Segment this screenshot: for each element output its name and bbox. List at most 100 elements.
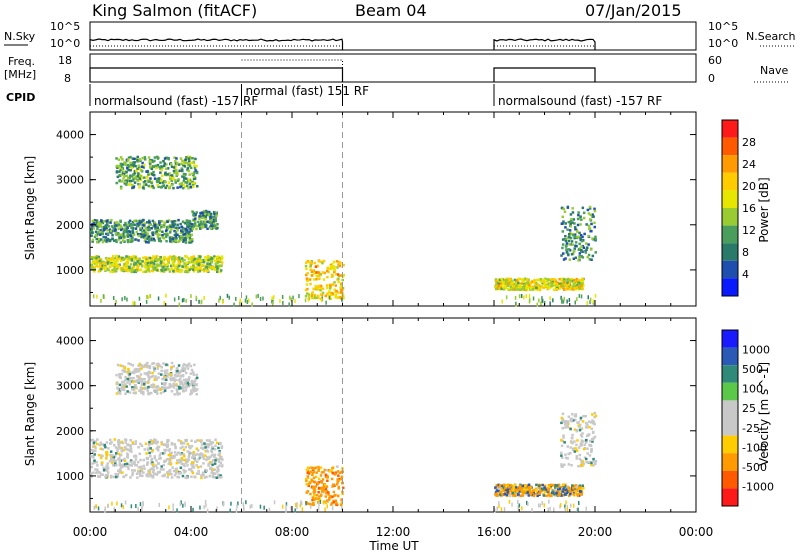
range-gate-cell [560,222,564,225]
range-gate-cell [165,225,169,229]
range-gate-cell [110,219,113,222]
range-gate-cell [182,503,184,508]
range-gate-cell [173,156,176,159]
range-gate-cell [217,453,220,456]
range-gate-cell [148,364,152,368]
range-gate-cell [575,485,579,489]
range-gate-cell [296,505,298,510]
range-gate-cell [185,255,188,259]
range-gate-cell [195,171,199,175]
range-gate-cell [174,255,177,259]
range-gate-cell [330,291,333,295]
range-gate-cell [113,227,117,231]
range-gate-cell [172,239,176,242]
range-gate-cell [124,163,127,167]
range-gate-cell [560,284,563,288]
range-gate-cell [109,438,112,442]
range-gate-cell [321,490,324,493]
range-gate-cell [160,440,163,444]
range-gate-cell [218,260,222,264]
range-gate-cell [149,439,152,442]
range-gate-cell [185,219,189,222]
range-gate-cell [166,167,170,170]
range-gate-cell [532,285,535,288]
range-gate-cell [172,255,176,258]
range-gate-cell [547,484,551,487]
range-gate-cell [318,500,320,505]
range-gate-cell [152,383,155,386]
range-gate-cell [155,466,159,470]
range-gate-cell [143,382,146,386]
range-gate-cell [93,270,96,273]
range-gate-cell [565,500,567,505]
range-gate-cell [568,279,571,282]
range-gate-cell [158,364,162,367]
range-gate-cell [156,365,160,368]
nsearch-tick-bottom: 10^0 [708,37,738,50]
range-gate-cell [562,286,565,290]
colorbar-tick-label: 4 [742,268,749,281]
range-gate-cell [145,228,148,231]
range-gate-cell [541,298,544,303]
range-gate-cell [164,235,168,239]
range-gate-cell [133,370,136,373]
range-gate-cell [567,452,570,456]
range-gate-cell [315,271,318,274]
range-gate-cell [135,263,139,267]
range-gate-cell [570,503,572,508]
range-gate-cell [511,502,513,507]
range-gate-cell [189,468,192,471]
range-gate-cell [141,231,145,235]
range-gate-cell [167,373,171,376]
range-gate-cell [128,373,132,376]
range-gate-cell [310,274,314,277]
range-gate-cell [174,162,178,165]
colorbar-swatch [722,435,738,454]
range-gate-cell [149,473,152,477]
range-gate-cell [200,440,203,444]
range-gate-cell [586,423,589,426]
range-gate-cell [569,213,573,216]
range-gate-cell [186,168,189,172]
range-gate-cell [96,265,99,268]
range-gate-cell [207,258,210,262]
range-gate-cell [125,377,128,380]
range-gate-cell [104,445,107,449]
range-gate-cell [519,285,523,288]
range-gate-cell [133,384,137,387]
range-gate-cell [163,369,167,373]
range-gate-cell [163,460,166,463]
range-gate-cell [134,227,138,230]
range-gate-cell [577,507,579,512]
range-gate-cell [169,175,173,179]
range-gate-cell [114,446,118,449]
range-gate-cell [154,227,157,230]
range-gate-cell [167,462,170,466]
range-gate-cell [306,476,310,479]
range-gate-cell [331,485,334,488]
range-gate-cell [186,167,190,170]
range-gate-cell [112,268,116,272]
range-gate-cell [588,207,592,210]
range-gate-cell [205,213,209,217]
range-gate-cell [317,477,321,481]
range-gate-cell [123,379,127,382]
freq-trace [493,67,596,82]
range-gate-cell [122,448,126,452]
range-gate-cell [547,489,550,492]
range-gate-cell [569,222,572,225]
range-gate-cell [514,288,517,291]
range-gate-cell [156,157,160,160]
range-gate-cell [93,266,96,269]
range-gate-cell [575,457,578,460]
range-gate-cell [142,184,146,187]
range-gate-cell [147,241,150,244]
range-gate-cell [130,270,133,274]
range-gate-cell [184,241,188,244]
range-gate-cell [100,462,103,466]
range-gate-cell [314,265,318,268]
range-gate-cell [206,254,210,258]
power-panel-frame [89,111,697,307]
range-gate-cell [178,257,182,261]
range-gate-cell [153,177,157,180]
